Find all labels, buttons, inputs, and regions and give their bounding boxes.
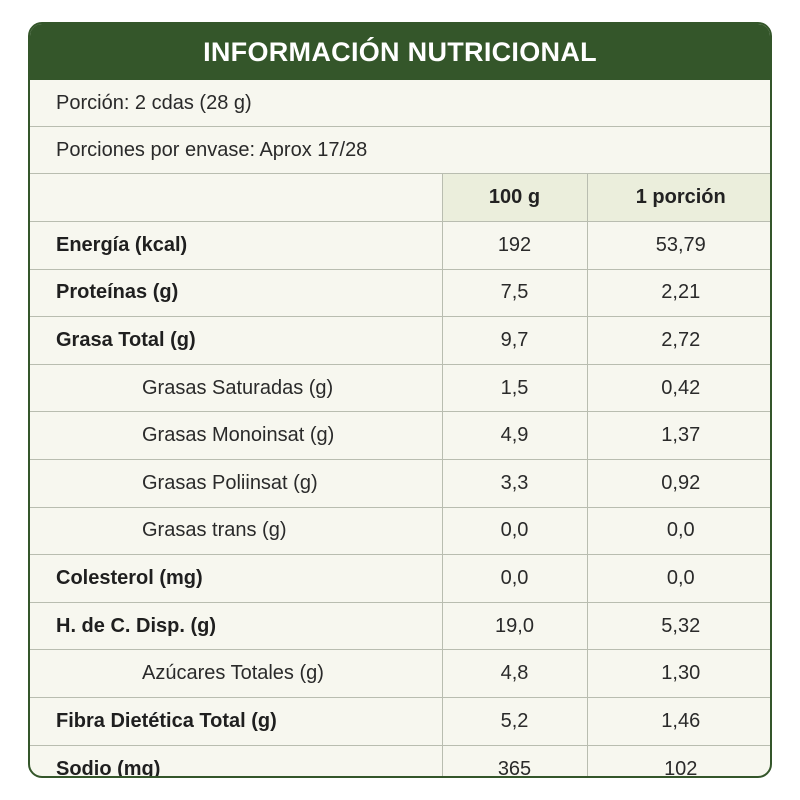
value-per-100g: 1,5 bbox=[441, 364, 587, 413]
table-row: Grasas Saturadas (g) 1,5 0,42 bbox=[30, 364, 770, 413]
value-per-portion: 2,21 bbox=[586, 269, 770, 318]
value-per-portion: 0,0 bbox=[586, 507, 770, 556]
nutrient-label: Fibra Dietética Total (g) bbox=[30, 697, 442, 746]
value-per-100g: 4,8 bbox=[441, 649, 587, 699]
value-per-100g: 0,0 bbox=[441, 507, 587, 556]
nutrient-label: Grasas Poliinsat (g) bbox=[30, 459, 442, 508]
header-blank-cell bbox=[30, 174, 442, 223]
value-per-100g: 4,9 bbox=[441, 411, 587, 461]
table-row: Grasas Poliinsat (g) 3,3 0,92 bbox=[30, 459, 770, 508]
table-row: Grasas Monoinsat (g) 4,9 1,37 bbox=[30, 411, 770, 461]
table-row: Colesterol (mg) 0,0 0,0 bbox=[30, 554, 770, 603]
value-per-portion: 1,30 bbox=[586, 649, 770, 699]
value-per-portion: 1,46 bbox=[586, 697, 770, 746]
nutrient-label: Colesterol (mg) bbox=[30, 554, 442, 603]
value-per-100g: 19,0 bbox=[441, 602, 587, 651]
nutrient-label: Energía (kcal) bbox=[30, 221, 442, 270]
nutrient-label: Azúcares Totales (g) bbox=[30, 649, 442, 699]
portion-size: Porción: 2 cdas (28 g) bbox=[30, 80, 770, 127]
nutrient-label: Proteínas (g) bbox=[30, 269, 442, 318]
value-per-portion: 5,32 bbox=[586, 602, 770, 651]
value-per-100g: 9,7 bbox=[441, 316, 587, 365]
value-per-portion: 102 bbox=[586, 745, 770, 776]
value-per-portion: 53,79 bbox=[586, 221, 770, 270]
value-per-portion: 0,42 bbox=[586, 364, 770, 413]
table-header-row: 100 g 1 porción bbox=[30, 174, 770, 223]
value-per-100g: 3,3 bbox=[441, 459, 587, 508]
table-row: Grasas trans (g) 0,0 0,0 bbox=[30, 507, 770, 556]
nutrient-label: Grasas trans (g) bbox=[30, 507, 442, 556]
table-row: Energía (kcal) 192 53,79 bbox=[30, 221, 770, 270]
value-per-portion: 2,72 bbox=[586, 316, 770, 365]
nutrition-facts-panel: INFORMACIÓN NUTRICIONAL Porción: 2 cdas … bbox=[28, 22, 772, 778]
value-per-100g: 5,2 bbox=[441, 697, 587, 746]
value-per-100g: 7,5 bbox=[441, 269, 587, 318]
nutrient-label: Grasas Monoinsat (g) bbox=[30, 411, 442, 461]
nutrient-label: Grasas Saturadas (g) bbox=[30, 364, 442, 413]
value-per-100g: 365 bbox=[441, 745, 587, 776]
nutrient-label: Sodio (mg) bbox=[56, 757, 161, 778]
header-per-100g: 100 g bbox=[441, 174, 587, 223]
header-per-portion: 1 porción bbox=[586, 174, 770, 223]
value-per-100g: 0,0 bbox=[441, 554, 587, 603]
table-row: Fibra Dietética Total (g) 5,2 1,46 bbox=[30, 697, 770, 746]
value-per-portion: 1,37 bbox=[586, 411, 770, 461]
table-row: Azúcares Totales (g) 4,8 1,30 bbox=[30, 649, 770, 699]
servings-per-container: Porciones por envase: Aprox 17/28 bbox=[30, 127, 770, 174]
value-per-100g: 192 bbox=[441, 221, 587, 270]
nutrition-table: 100 g 1 porción Energía (kcal) 192 53,79 Pr… bbox=[30, 174, 770, 778]
value-per-portion: 0,92 bbox=[586, 459, 770, 508]
nutrient-label: H. de C. Disp. (g) bbox=[30, 602, 442, 651]
table-row: Proteínas (g) 7,5 2,21 bbox=[30, 269, 770, 318]
table-row: H. de C. Disp. (g) 19,0 5,32 bbox=[30, 602, 770, 651]
value-per-portion: 0,0 bbox=[586, 554, 770, 603]
table-row: Grasa Total (g) 9,7 2,72 bbox=[30, 316, 770, 365]
panel-title: INFORMACIÓN NUTRICIONAL bbox=[30, 24, 770, 80]
table-row: Sodio (mg) 365 102 bbox=[30, 745, 770, 778]
nutrient-label: Grasa Total (g) bbox=[30, 316, 442, 365]
